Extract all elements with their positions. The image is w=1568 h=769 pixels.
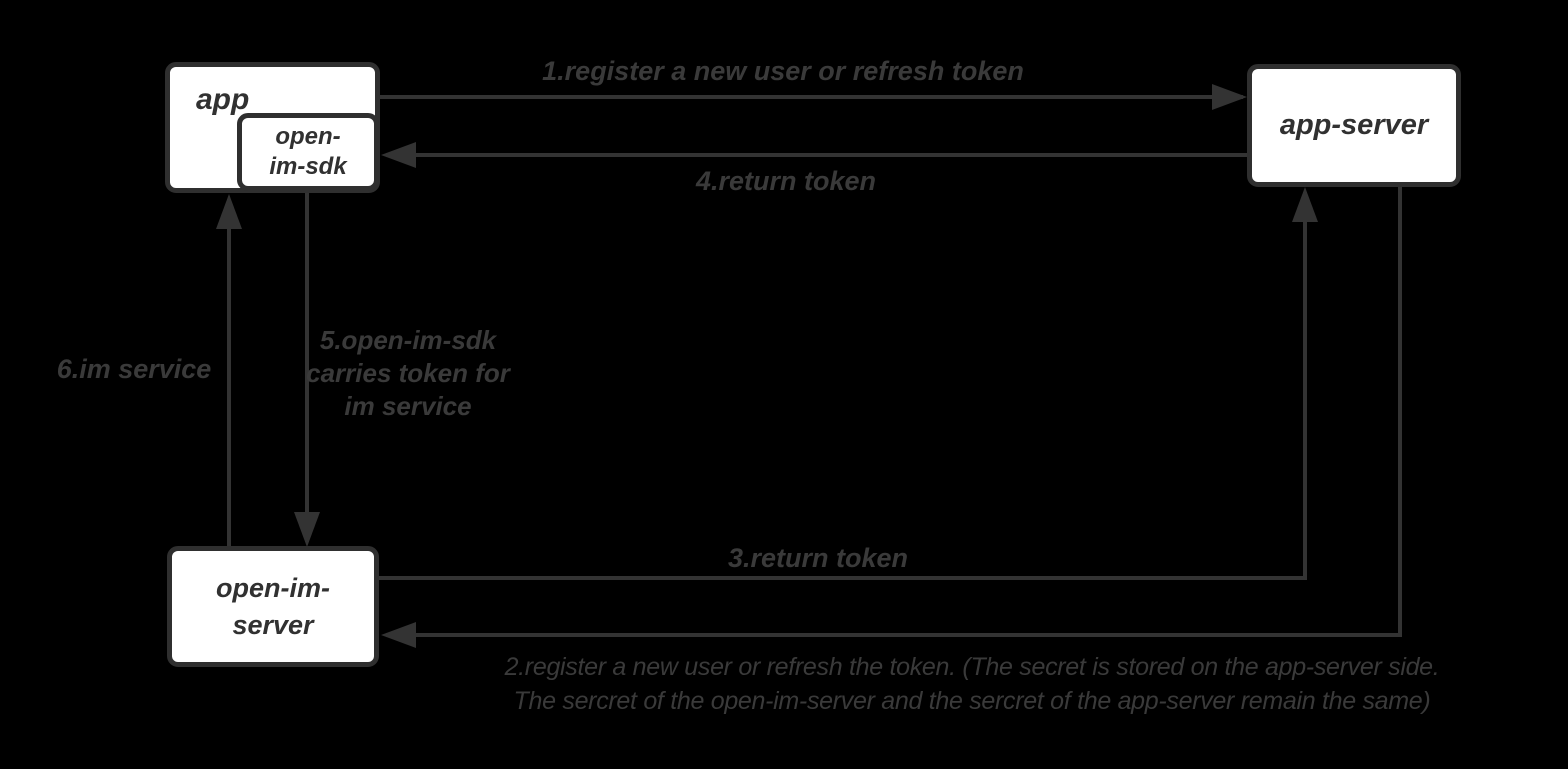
arrow-sdk-carries-token (294, 191, 320, 547)
node-app-server-label: app-server (1279, 109, 1429, 141)
arrow-im-service (216, 194, 242, 546)
edge-label-sdk-carries-token-line1: 5.open-im-sdk (319, 325, 497, 355)
arrow-register-with-secret (381, 187, 1402, 648)
node-open-im-sdk-label-line1: open- (275, 123, 341, 150)
arrowhead-up-icon (216, 194, 242, 229)
edge-label-return-token-to-app-server: 3.return token (727, 543, 909, 573)
edge-label-register-with-secret-line2: The sercret of the open-im-server and th… (513, 687, 1431, 715)
arrow-return-token-to-app-server (379, 187, 1318, 580)
edge-label-sdk-carries-token-line3: im service (344, 391, 472, 421)
node-open-im-sdk-label-line2: im-sdk (269, 153, 347, 180)
arrowhead-up-icon (1292, 187, 1318, 222)
arrowhead-right-icon (1212, 84, 1247, 110)
arrowhead-left-icon (381, 622, 416, 648)
arrow-return-token-to-sdk (381, 142, 1247, 168)
node-app-server: app-server (1247, 64, 1461, 187)
node-open-im-sdk: open- im-sdk (237, 113, 379, 191)
edge-label-register-with-secret-line1: 2.register a new user or refresh the tok… (504, 653, 1440, 681)
edge-label-im-service: 6.im service (56, 354, 212, 384)
arrowhead-left-icon (381, 142, 416, 168)
arrowhead-down-icon (294, 512, 320, 547)
node-open-im-server: open-im- server (167, 546, 379, 667)
arrow-register-token (380, 84, 1247, 110)
node-open-im-server-label-line1: open-im- (216, 572, 330, 603)
edge-label-sdk-carries-token-line2: carries token for (306, 358, 510, 388)
node-app-label: app (196, 83, 250, 116)
edge-label-register-with-secret: 2.register a new user or refresh the tok… (505, 650, 1440, 718)
edge-label-return-token-to-sdk: 4.return token (695, 166, 877, 196)
edge-label-register-token: 1.register a new user or refresh token (542, 56, 1024, 86)
node-open-im-server-label-line2: server (232, 609, 314, 640)
edge-label-sdk-carries-token: 5.open-im-sdk carries token for im servi… (306, 324, 510, 423)
